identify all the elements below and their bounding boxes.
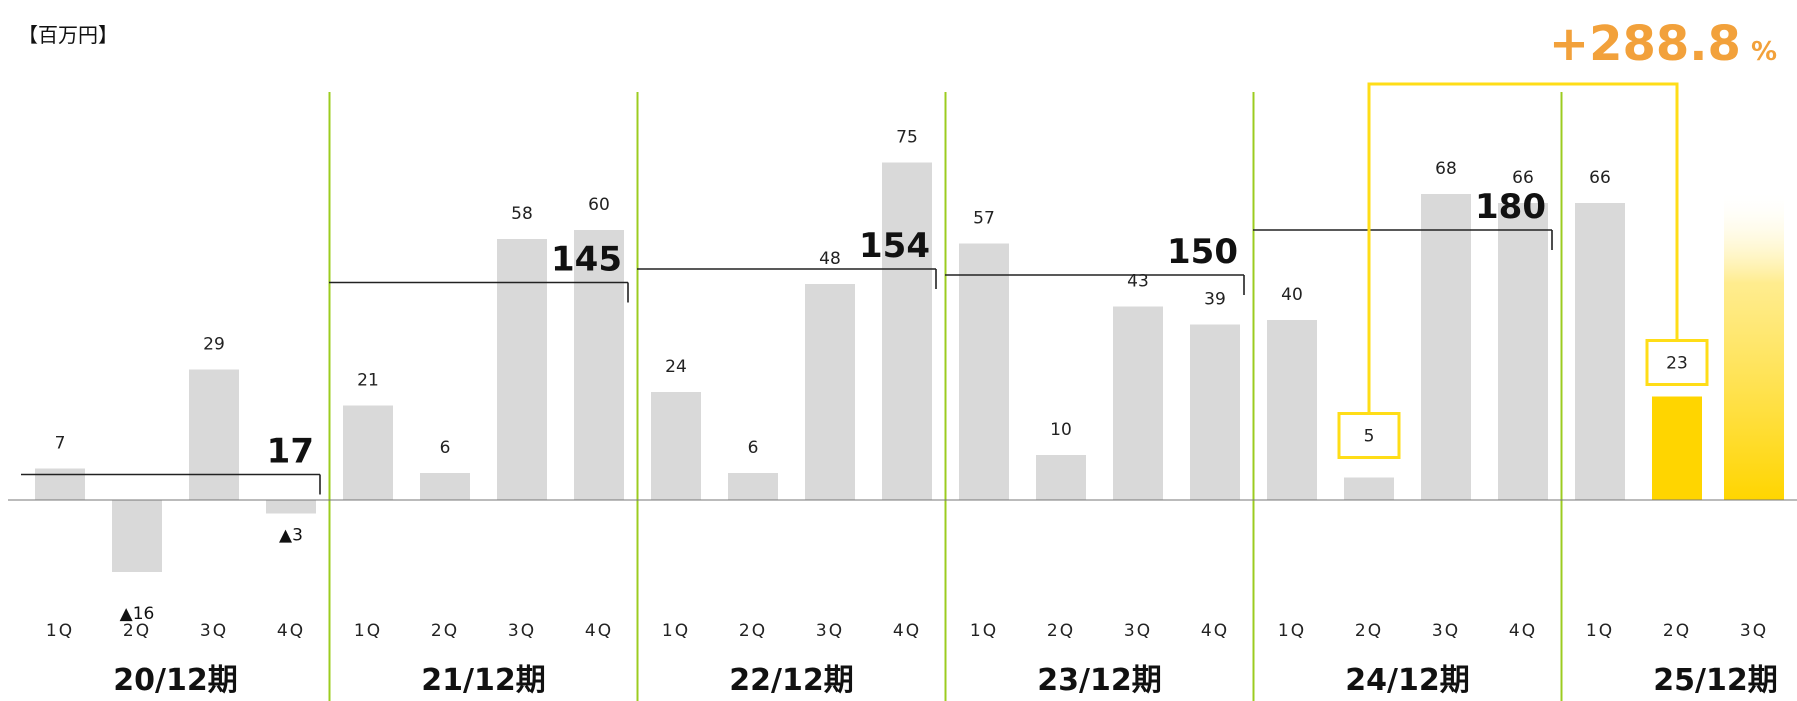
- annual-total-label: 17: [267, 432, 314, 472]
- bar: [1344, 477, 1394, 500]
- bar: [1575, 203, 1625, 500]
- growth-rate-value: +288.8: [1549, 16, 1741, 72]
- bar-value-label: 24: [665, 357, 687, 377]
- bar: [343, 405, 393, 500]
- bar-value-label: 23: [1666, 354, 1688, 374]
- growth-rate-label: +288.8%: [1549, 16, 1777, 72]
- quarter-tick-label: 3Q: [1432, 621, 1460, 641]
- annual-total-label: 180: [1475, 187, 1546, 227]
- annual-total-label: 154: [859, 226, 930, 266]
- period-label: 23/12期: [1037, 663, 1161, 698]
- growth-connector: [1367, 82, 1679, 414]
- bar: [189, 369, 239, 500]
- bar-value-label: 29: [203, 335, 225, 355]
- bar-value-label: 5: [1364, 427, 1375, 447]
- bar-value-label: 40: [1281, 285, 1303, 305]
- quarter-tick-label: 1Q: [46, 621, 74, 641]
- bar-value-label: 48: [819, 249, 841, 269]
- bar: [959, 243, 1009, 500]
- bar: [266, 500, 316, 514]
- quarter-tick-label: 4Q: [585, 621, 613, 641]
- bar-value-label: ▲3: [279, 526, 303, 546]
- bar: [805, 284, 855, 500]
- annual-total-label: 150: [1167, 232, 1238, 272]
- quarter-tick-label: 3Q: [1124, 621, 1152, 641]
- bar-value-label: 66: [1512, 168, 1534, 188]
- quarter-tick-label: 4Q: [1201, 621, 1229, 641]
- bar: [1036, 455, 1086, 500]
- bar-value-label: 60: [588, 195, 610, 215]
- quarter-tick-label: 1Q: [1586, 621, 1614, 641]
- bar: [35, 468, 85, 500]
- quarter-tick-label: 2Q: [1663, 621, 1691, 641]
- quarter-tick-label: 3Q: [508, 621, 536, 641]
- quarter-tick-label: 3Q: [200, 621, 228, 641]
- quarter-tick-label: 1Q: [662, 621, 690, 641]
- quarter-tick-label: 2Q: [1047, 621, 1075, 641]
- bar-value-label: 43: [1127, 272, 1149, 292]
- quarter-tick-label: 1Q: [1278, 621, 1306, 641]
- forecast-bar: [1724, 190, 1784, 500]
- quarter-tick-label: 4Q: [893, 621, 921, 641]
- bar-value-label: 10: [1050, 420, 1072, 440]
- quarter-tick-label: 4Q: [277, 621, 305, 641]
- quarter-tick-label: 1Q: [970, 621, 998, 641]
- bar-value-label: 66: [1589, 168, 1611, 188]
- bar: [420, 473, 470, 500]
- bar-value-label: 57: [973, 209, 995, 229]
- growth-rate-unit: %: [1751, 37, 1777, 67]
- bar: [1113, 306, 1163, 500]
- period-label: 20/12期: [113, 663, 237, 698]
- bar: [728, 473, 778, 500]
- bar-value-label: 39: [1204, 290, 1226, 310]
- bar-value-label: 58: [511, 204, 533, 224]
- bar: [1190, 324, 1240, 500]
- quarter-tick-label: 4Q: [1509, 621, 1537, 641]
- bar: [1267, 320, 1317, 500]
- bar: [651, 392, 701, 500]
- quarter-tick-label: 3Q: [816, 621, 844, 641]
- bar: [574, 230, 624, 500]
- bar-value-label: 75: [896, 128, 918, 148]
- highlighted-bar: [1652, 396, 1702, 500]
- period-label: 24/12期: [1345, 663, 1469, 698]
- bar: [497, 239, 547, 500]
- quarter-tick-label: 2Q: [1355, 621, 1383, 641]
- bar-value-label: 6: [748, 438, 759, 458]
- quarter-tick-label: 2Q: [739, 621, 767, 641]
- quarter-tick-label: 1Q: [354, 621, 382, 641]
- bar: [1498, 203, 1548, 500]
- quarter-tick-label: 3Q: [1740, 621, 1768, 641]
- period-label: 21/12期: [421, 663, 545, 698]
- bar-value-label: 68: [1435, 159, 1457, 179]
- bar-value-label: 7: [55, 434, 66, 454]
- bar-value-label: 6: [440, 438, 451, 458]
- bar-value-label: 21: [357, 371, 379, 391]
- annual-total-label: 145: [551, 240, 622, 280]
- bar: [882, 162, 932, 500]
- bar: [1421, 194, 1471, 500]
- period-label: 22/12期: [729, 663, 853, 698]
- bar: [112, 500, 162, 572]
- bar-value-label: ▲16: [120, 604, 155, 624]
- unit-label: 【百万円】: [18, 23, 118, 47]
- quarter-tick-label: 2Q: [123, 621, 151, 641]
- period-label: 25/12期: [1653, 663, 1777, 698]
- quarter-tick-label: 2Q: [431, 621, 459, 641]
